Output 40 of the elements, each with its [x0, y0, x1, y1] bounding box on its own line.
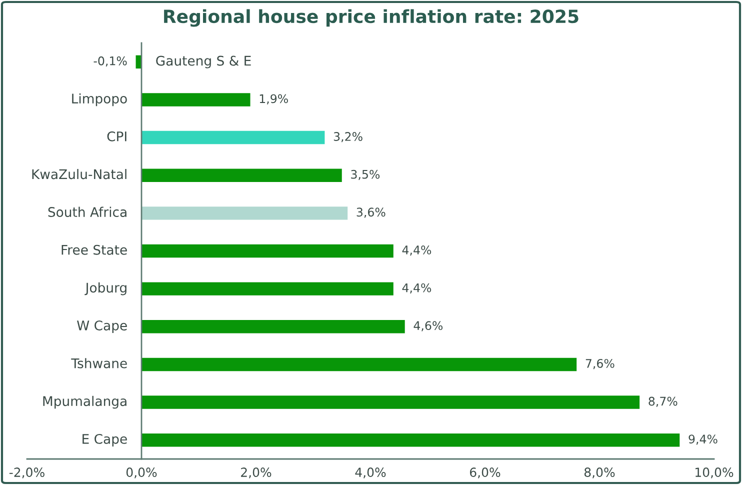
y-tick-label: CPI — [107, 131, 126, 142]
y-tick-label: Gauteng S & E — [156, 56, 251, 68]
y-tick-label: Tshwane — [71, 358, 127, 368]
bar — [142, 93, 250, 106]
x-tick-label: 8,0% — [584, 468, 615, 478]
bar — [142, 396, 640, 409]
y-tick-label: Mpumalanga — [43, 396, 126, 409]
data-label: 3,6% — [356, 208, 386, 218]
bar — [142, 206, 348, 220]
bar — [142, 433, 680, 447]
bar — [142, 130, 325, 144]
y-tick-label: Limpopo — [72, 93, 127, 106]
x-tick-label: 4,0% — [355, 468, 386, 478]
x-tick-label: 0,0% — [126, 468, 157, 478]
y-tick-label: KwaZulu-Natal — [32, 168, 126, 180]
bar — [142, 282, 394, 296]
data-label: 4,6% — [414, 321, 443, 332]
bar — [142, 320, 405, 334]
y-tick-label: Free State — [62, 244, 127, 255]
data-label: 4,4% — [402, 283, 432, 294]
bar — [142, 244, 394, 258]
chart-title: Regional house price inflation rate: 2025 — [164, 9, 578, 27]
data-label: 4,4% — [402, 245, 432, 256]
y-tick-label: South Africa — [48, 206, 126, 218]
data-label: 1,9% — [260, 94, 288, 104]
data-label: 7,6% — [586, 358, 614, 370]
bar — [142, 358, 577, 372]
data-label: 3,2% — [334, 132, 362, 142]
data-label: 3,5% — [351, 170, 380, 180]
bar — [142, 168, 342, 182]
y-tick-label: W Cape — [77, 320, 127, 334]
y-tick-label: E Cape — [82, 434, 127, 446]
x-tick-label: 2,0% — [241, 468, 272, 478]
x-tick-label: 6,0% — [470, 468, 500, 478]
x-tick-label: -2,0% — [9, 468, 44, 478]
data-label: 8,7% — [648, 396, 678, 407]
data-label: -0,1% — [94, 56, 127, 67]
y-tick-label: Joburg — [84, 282, 126, 296]
x-tick-label: 10,0% — [696, 468, 734, 478]
data-label: 9,4% — [688, 434, 718, 445]
